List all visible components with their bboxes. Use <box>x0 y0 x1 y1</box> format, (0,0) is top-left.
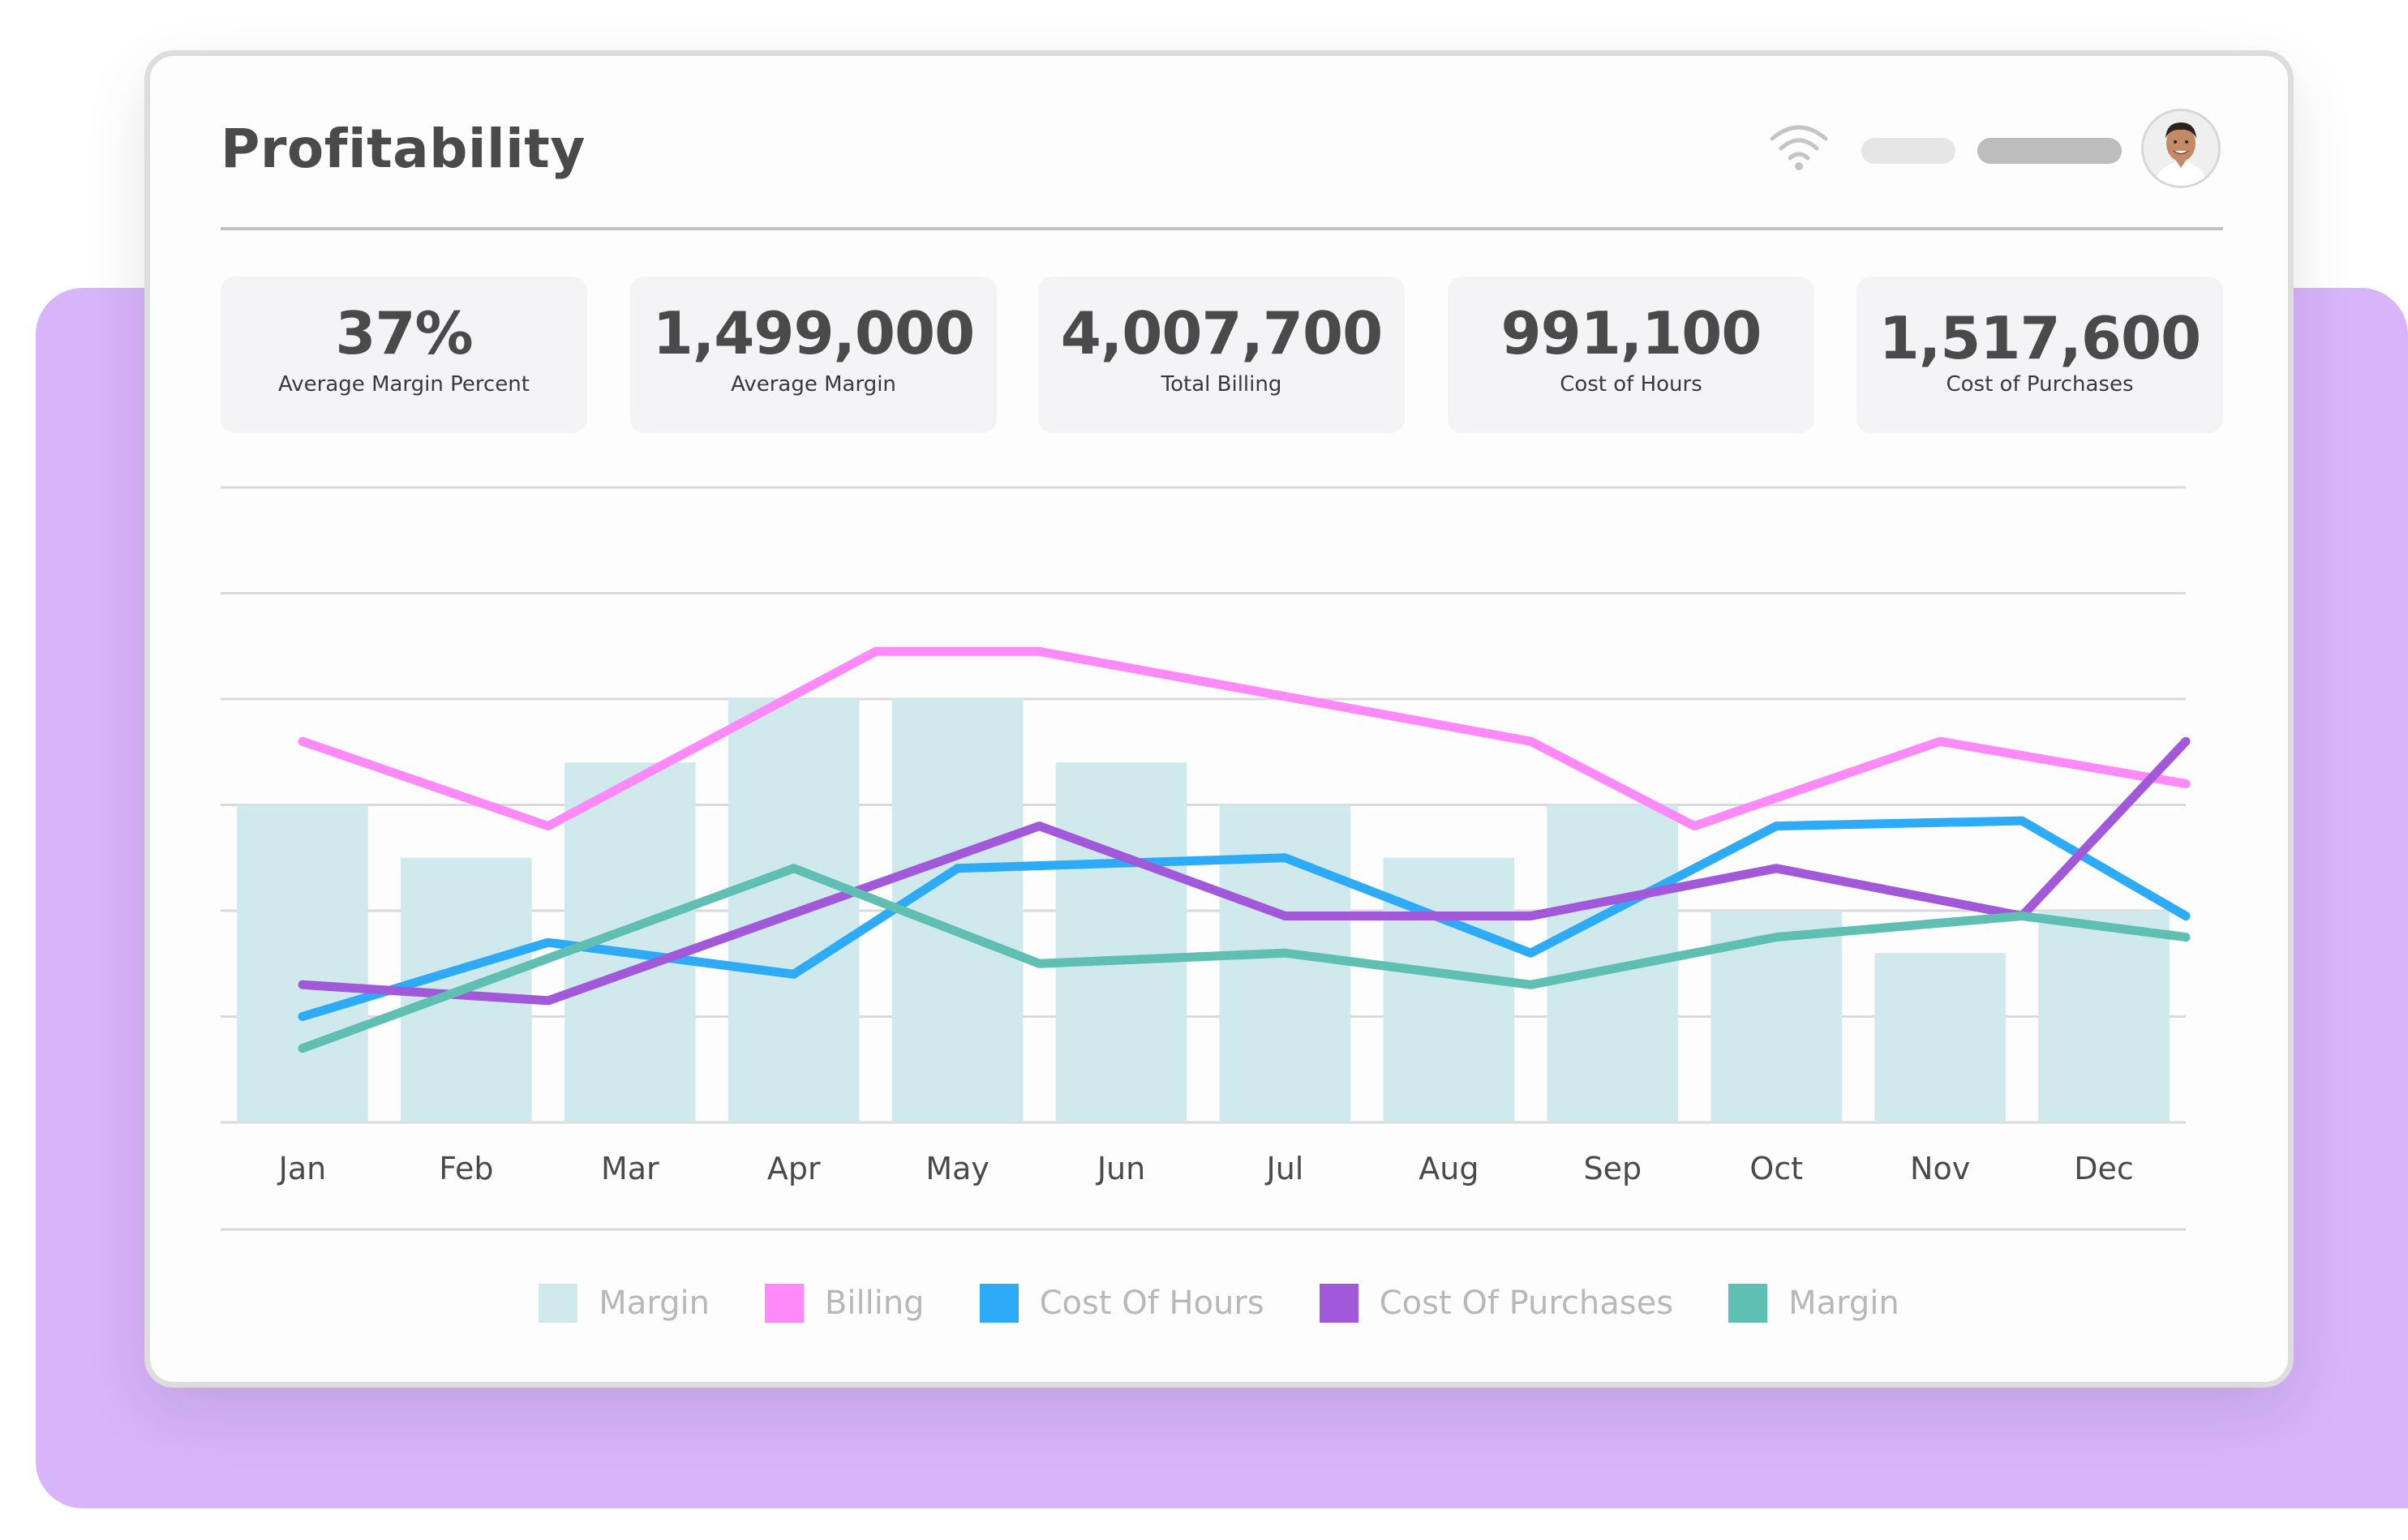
legend-label: Margin <box>599 1285 710 1322</box>
x-tick-label: Mar <box>601 1151 659 1186</box>
legend-swatch <box>979 1284 1019 1323</box>
legend-item-cost-of-hours: Cost Of Hours <box>979 1284 1264 1323</box>
legend-item-cost-of-purchases: Cost Of Purchases <box>1319 1284 1674 1323</box>
x-tick-label: Apr <box>767 1151 821 1186</box>
kpi-value: 1,499,000 <box>652 299 975 367</box>
x-tick-label: Dec <box>2074 1151 2134 1186</box>
line-billing <box>298 646 2191 831</box>
x-tick-label: Jun <box>1096 1151 1145 1186</box>
line-margin <box>298 864 2191 1053</box>
legend-swatch <box>539 1284 578 1323</box>
kpi-label: Cost of Hours <box>1560 372 1702 397</box>
user-avatar[interactable] <box>2141 109 2221 188</box>
status-pill-dark <box>1977 138 2122 164</box>
x-tick-label: Jan <box>277 1151 327 1186</box>
kpi-average-margin-percent: 37% Average Margin Percent <box>221 277 587 433</box>
legend-label: Cost Of Purchases <box>1379 1285 1674 1322</box>
x-tick-label: Jul <box>1265 1151 1304 1186</box>
x-tick-label: Aug <box>1419 1151 1479 1186</box>
page-title: Profitability <box>221 118 586 180</box>
legend-swatch <box>1728 1284 1768 1323</box>
x-tick-label: Nov <box>1910 1151 1970 1186</box>
profitability-chart: Jan Feb Mar Apr May Jun Jul Aug Sep Oct Nov Dec <box>221 486 2191 1231</box>
kpi-total-billing: 4,007,700 Total Billing <box>1038 277 1405 433</box>
x-tick-label: Oct <box>1749 1151 1803 1186</box>
legend-label: Margin <box>1788 1285 1899 1322</box>
avatar-icon <box>2144 111 2218 186</box>
x-tick-label: Sep <box>1583 1151 1642 1186</box>
kpi-cost-of-hours: 991,100 Cost of Hours <box>1448 277 1814 433</box>
line-cost-of-purchases <box>298 736 2191 1006</box>
x-tick-label: Feb <box>439 1151 493 1186</box>
header-divider <box>221 227 2223 230</box>
dashboard-card: Profitability 37% Average Margin Percent… <box>144 50 2294 1388</box>
legend-label: Cost Of Hours <box>1039 1285 1264 1322</box>
legend-swatch <box>764 1284 804 1323</box>
bar-margin <box>1055 762 1187 1122</box>
bar-margin <box>2038 911 2170 1122</box>
kpi-value: 1,517,600 <box>1878 304 2201 372</box>
bar-margin <box>1874 953 2006 1122</box>
legend-swatch <box>1319 1284 1359 1323</box>
bar-margin <box>237 804 368 1122</box>
wifi-icon <box>1770 125 1828 170</box>
legend-item-margin-bar: Margin <box>539 1284 710 1323</box>
kpi-value: 991,100 <box>1500 299 1762 367</box>
kpi-average-margin: 1,499,000 Average Margin <box>630 277 997 433</box>
legend-item-billing: Billing <box>764 1284 925 1323</box>
status-pill-light <box>1861 138 1955 164</box>
legend-item-margin-line: Margin <box>1728 1284 1899 1323</box>
legend-label: Billing <box>824 1285 925 1322</box>
kpi-value: 37% <box>335 299 473 367</box>
kpi-cost-of-purchases: 1,517,600 Cost of Purchases <box>1856 277 2223 433</box>
kpi-label: Total Billing <box>1161 372 1282 397</box>
line-cost-of-hours <box>298 816 2191 1021</box>
kpi-label: Average Margin Percent <box>278 372 530 397</box>
chart-legend: Margin Billing Cost Of Hours Cost Of Pur… <box>150 1283 2288 1323</box>
bar-margin <box>1219 804 1351 1122</box>
kpi-label: Cost of Purchases <box>1946 372 2134 397</box>
x-tick-label: May <box>925 1151 989 1186</box>
bar-margin <box>1383 857 1515 1122</box>
kpi-label: Average Margin <box>731 372 896 397</box>
kpi-value: 4,007,700 <box>1060 299 1383 367</box>
